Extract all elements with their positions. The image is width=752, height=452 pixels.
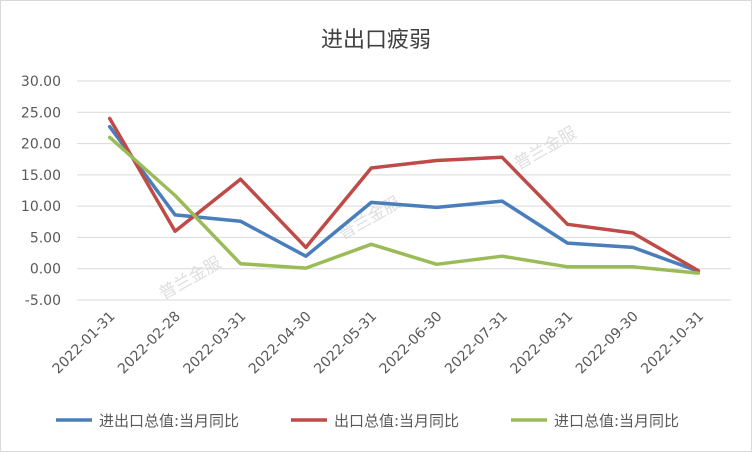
- y-tick-label: 5.00: [30, 230, 61, 246]
- data-point: [108, 135, 112, 139]
- data-point: [369, 166, 373, 170]
- data-point: [173, 213, 177, 217]
- data-point: [108, 117, 112, 121]
- data-point: [500, 254, 504, 258]
- legend-label: 进口总值:当月同比: [554, 412, 679, 430]
- data-point: [108, 125, 112, 129]
- x-tick-label: 2022-04-30: [246, 309, 315, 378]
- y-tick-label: -5.00: [25, 293, 61, 309]
- y-tick-label: 25.00: [21, 105, 61, 121]
- data-point: [566, 241, 569, 245]
- data-point: [435, 205, 439, 209]
- data-point: [369, 242, 373, 246]
- data-point: [239, 177, 242, 181]
- x-tick-label: 2022-10-31: [638, 309, 707, 378]
- data-point: [566, 222, 569, 226]
- y-tick-label: 20.00: [21, 137, 61, 153]
- watermark: 普兰金服: [156, 253, 225, 304]
- data-point: [304, 254, 308, 258]
- series-line-1: [107, 124, 701, 273]
- x-tick-label: 2022-07-31: [442, 309, 511, 378]
- x-tick-label: 2022-08-31: [507, 309, 576, 378]
- data-point: [369, 200, 373, 204]
- x-tick-label: 2022-05-31: [311, 309, 380, 378]
- legend-label: 进出口总值:当月同比: [99, 412, 239, 430]
- data-point: [500, 155, 504, 159]
- x-tick-label: 2022-01-31: [50, 309, 119, 378]
- series-line-3: [107, 135, 701, 275]
- x-tick-label: 2022-03-31: [180, 309, 249, 378]
- data-point: [435, 158, 439, 162]
- data-point: [631, 245, 635, 249]
- x-tick-label: 2022-09-30: [573, 309, 642, 378]
- x-tick-label: 2022-06-30: [377, 309, 446, 378]
- data-point: [631, 231, 635, 235]
- data-point: [173, 194, 177, 198]
- y-tick-label: 30.00: [21, 74, 61, 90]
- data-point: [239, 219, 242, 223]
- data-point: [304, 266, 308, 270]
- watermark: 普兰金服: [511, 123, 580, 174]
- y-tick-label: 10.00: [21, 199, 61, 215]
- chart-title: 进出口疲弱: [321, 28, 431, 53]
- data-point: [500, 199, 504, 203]
- data-point: [304, 245, 308, 249]
- x-tick-label: 2022-02-28: [115, 309, 184, 378]
- data-point: [696, 271, 700, 275]
- data-point: [631, 265, 635, 269]
- data-point: [435, 262, 439, 266]
- data-point: [173, 229, 177, 233]
- series-line-2: [107, 116, 701, 273]
- y-tick-label: 0.00: [30, 262, 61, 278]
- y-tick-label: 15.00: [21, 168, 61, 184]
- data-point: [239, 262, 242, 266]
- data-point: [566, 265, 569, 269]
- legend-label: 出口总值:当月同比: [334, 412, 459, 430]
